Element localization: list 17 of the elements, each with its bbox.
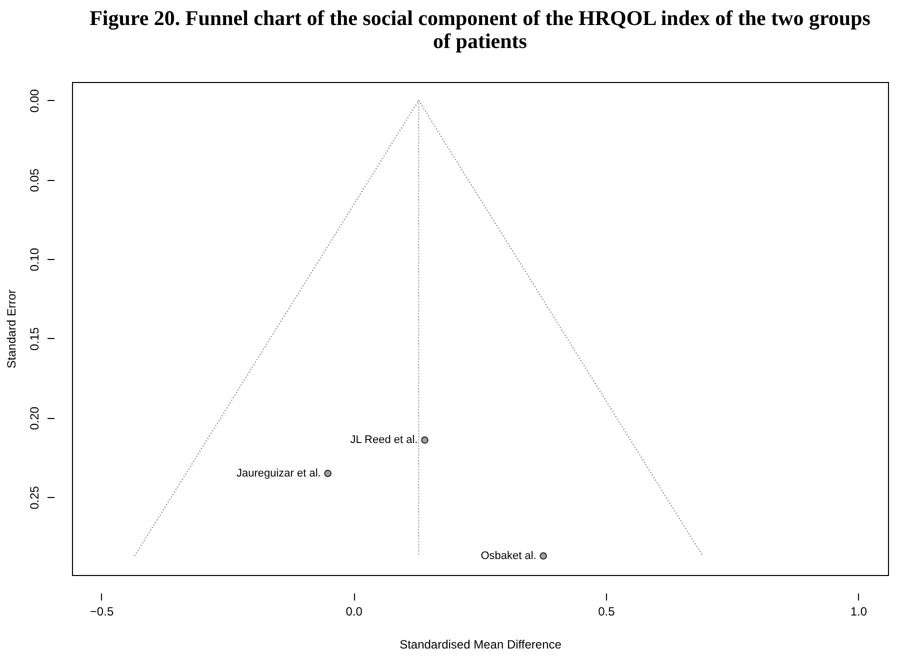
- x-tick-label: −0.5: [90, 604, 114, 618]
- x-tick-label: 0.5: [598, 604, 616, 618]
- y-axis-title: Standard Error: [4, 290, 18, 368]
- annotation: Jaureguizar et al.: [236, 467, 321, 480]
- y-tick-label: 0.15: [28, 327, 42, 351]
- annotation: Osbaket al.: [480, 550, 536, 562]
- y-tick-label: 0.05: [28, 168, 42, 192]
- text: of patients: [433, 29, 527, 53]
- x-tick-label: 0.0: [346, 604, 363, 618]
- text: Figure 20. Funnel chart of the social component of the HRQOL index of the two groups: [90, 6, 870, 30]
- y-tick-label: 0.00: [28, 88, 42, 113]
- annotation: JL Reed et al.: [350, 434, 418, 446]
- y-tick-label: 0.20: [28, 406, 42, 430]
- y-tick-label: 0.10: [28, 248, 42, 272]
- x-tick-label: 1.0: [850, 604, 868, 618]
- y-tick-label: 0.25: [28, 486, 42, 510]
- x-axis-title: Standardised Mean Difference: [400, 638, 562, 652]
